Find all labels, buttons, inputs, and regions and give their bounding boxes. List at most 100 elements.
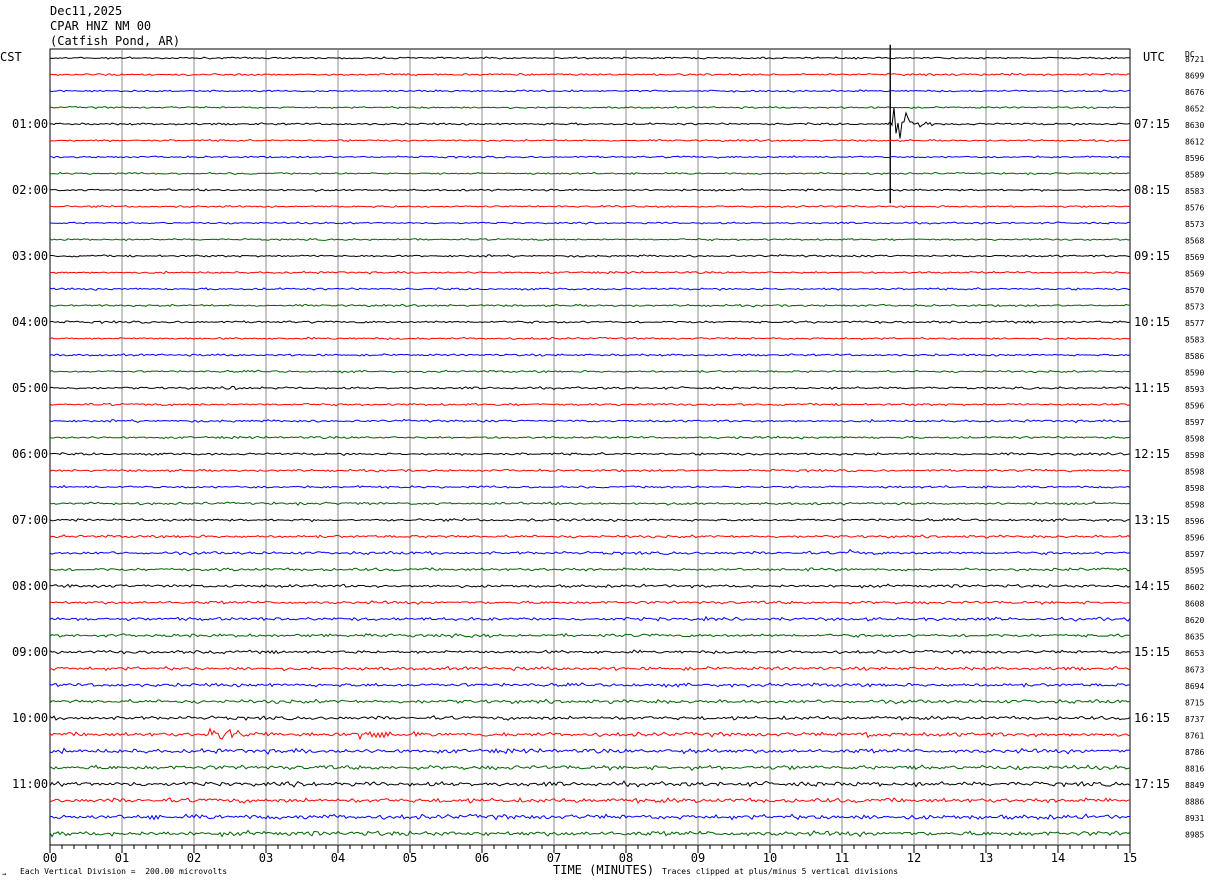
hour-label-utc: 11:15 [1134,381,1170,395]
hour-label-local: 10:00 [12,711,48,725]
seismic-trace [49,221,1131,225]
seismic-trace [49,105,1131,110]
seismic-trace [49,238,1131,242]
seismic-trace [49,107,1131,139]
timezone-right-label: UTC [1143,50,1165,64]
hour-label-utc: 07:15 [1134,117,1170,131]
seismic-trace [49,270,1131,275]
seismic-trace [49,615,1131,622]
seismic-trace [49,534,1131,539]
dc-offset-value: 8673 [1185,666,1204,675]
seismic-trace [50,187,1131,192]
station-location: (Catfish Pond, AR) [50,34,181,48]
seismic-trace [49,727,1131,741]
hour-label-local: 02:00 [12,183,48,197]
hour-label-local: 06:00 [12,447,48,461]
seismic-trace [49,402,1131,407]
grid-layer [49,48,1131,853]
x-tick-label: 04 [331,851,345,865]
dc-offset-value: 8620 [1185,616,1204,625]
seismic-trace [49,451,1131,457]
corner-mark: → [2,870,7,878]
dc-offset-value: 8598 [1185,451,1204,460]
x-tick-label: 12 [907,851,921,865]
dc-offset-value: 8583 [1185,187,1204,196]
dc-offset-value: 8595 [1185,567,1204,576]
hour-label-utc: 12:15 [1134,447,1170,461]
seismic-trace [49,600,1131,606]
dc-offset-value: 8569 [1185,253,1204,262]
dc-offset-header: DC [1185,50,1195,59]
x-tick-label: 15 [1123,851,1137,865]
dc-offset-value: 8737 [1185,715,1204,724]
x-tick-label: 11 [835,851,849,865]
dc-offset-value: 8568 [1185,237,1204,246]
hour-label-utc: 14:15 [1134,579,1170,593]
dc-offset-value: 8761 [1185,732,1204,741]
seismic-trace [49,548,1131,556]
seismic-trace [49,567,1131,572]
seismic-trace [49,698,1131,705]
station-code: CPAR HNZ NM 00 [50,19,152,33]
dc-offset-value: 8598 [1185,468,1204,477]
dc-offset-value: 8931 [1185,814,1204,823]
seismic-trace [49,780,1131,788]
label-layer: 00 01 02 03 04 05 06 07 08 09 10 11 12 13 14 15 8721 8699… [12,55,1204,865]
dc-offset-value: 8597 [1185,550,1204,559]
dc-offset-value: 8573 [1185,303,1204,312]
seismic-trace [49,501,1131,506]
seismic-trace [49,632,1130,639]
seismic-trace [49,369,1131,374]
dc-offset-value: 8596 [1185,517,1204,526]
dc-offset-value: 8652 [1185,105,1204,114]
seismic-trace [49,353,1131,357]
seismic-trace [50,254,1131,258]
hour-label-local: 09:00 [12,645,48,659]
hour-label-local: 04:00 [12,315,48,329]
x-tick-label: 13 [979,851,993,865]
seismic-trace [49,385,1131,391]
dc-offset-value: 8597 [1185,418,1204,427]
x-tick-label: 10 [763,851,777,865]
dc-offset-value: 8586 [1185,352,1204,361]
dc-offset-value: 8786 [1185,748,1204,757]
dc-offset-value: 8985 [1185,831,1204,840]
dc-offset-value: 8694 [1185,682,1204,691]
seismic-trace [49,665,1131,672]
seismic-trace [49,56,1130,60]
hour-label-local: 07:00 [12,513,48,527]
dc-offset-value: 8569 [1185,270,1204,279]
x-tick-label: 03 [259,851,273,865]
seismic-trace [49,468,1131,473]
scale-note: Each Vertical Division = 200.00 microvol… [20,867,228,876]
x-tick-label: 06 [475,851,489,865]
hour-label-local: 11:00 [12,777,48,791]
dc-offset-value: 8596 [1185,402,1204,411]
seismic-trace [49,303,1130,308]
dc-offset-value: 8612 [1185,138,1204,147]
dc-offset-value: 8816 [1185,765,1204,774]
x-tick-label: 09 [691,851,705,865]
x-tick-label: 07 [547,851,561,865]
x-axis-label: TIME (MINUTES) [553,863,655,877]
seismic-trace [49,89,1131,93]
dc-offset-value: 8715 [1185,699,1204,708]
hour-label-utc: 13:15 [1134,513,1170,527]
x-tick-label: 05 [403,851,417,865]
dc-offset-value: 8598 [1185,484,1204,493]
seismic-trace [49,320,1131,325]
dc-offset-value: 8630 [1185,121,1204,130]
seismic-trace [49,287,1131,291]
timezone-left-label: CST [0,50,22,64]
seismic-trace [49,435,1131,440]
seismic-trace [49,517,1131,523]
hour-label-utc: 15:15 [1134,645,1170,659]
dc-offset-value: 8699 [1185,72,1204,81]
seismic-trace [49,682,1131,688]
x-tick-label: 02 [187,851,201,865]
hour-label-utc: 16:15 [1134,711,1170,725]
dc-offset-value: 8593 [1185,385,1204,394]
seismic-trace [49,747,1131,755]
x-tick-label: 08 [619,851,633,865]
dc-offset-value: 8653 [1185,649,1204,658]
